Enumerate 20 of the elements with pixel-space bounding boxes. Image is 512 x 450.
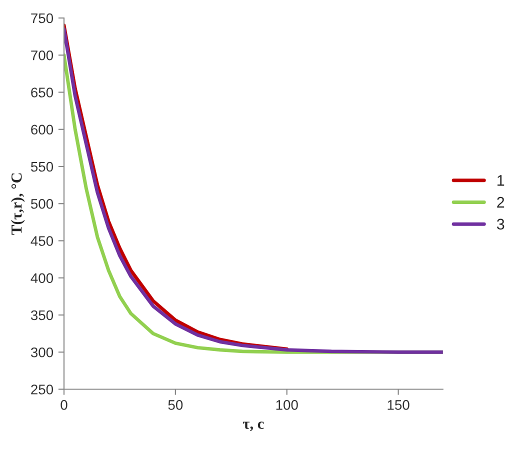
x-axis-title: τ, c [243, 422, 264, 432]
y-tick-label: 650 [31, 88, 54, 98]
legend-label: 2 [497, 196, 504, 208]
y-tick-label: 550 [30, 162, 54, 172]
legend-label: 1 [498, 175, 504, 186]
y-tick-label: 350 [30, 310, 54, 320]
y-tick-label: 450 [30, 236, 54, 246]
y-tick-label: 250 [31, 384, 54, 394]
legend-label: 3 [496, 218, 504, 230]
y-tick-label: 500 [30, 198, 54, 209]
x-tick-label: 0 [60, 400, 68, 410]
x-tick-label: 50 [168, 400, 183, 410]
y-tick-label: 750 [31, 13, 54, 24]
y-axis-title: T(τ,r), °C [11, 173, 25, 235]
x-tick-label: 100 [276, 400, 298, 410]
y-tick-label: 600 [31, 124, 54, 135]
x-tick-label: 150 [388, 400, 410, 410]
y-tick-label: 300 [30, 347, 54, 358]
y-tick-label: 700 [31, 50, 54, 60]
y-tick-label: 400 [30, 273, 54, 284]
